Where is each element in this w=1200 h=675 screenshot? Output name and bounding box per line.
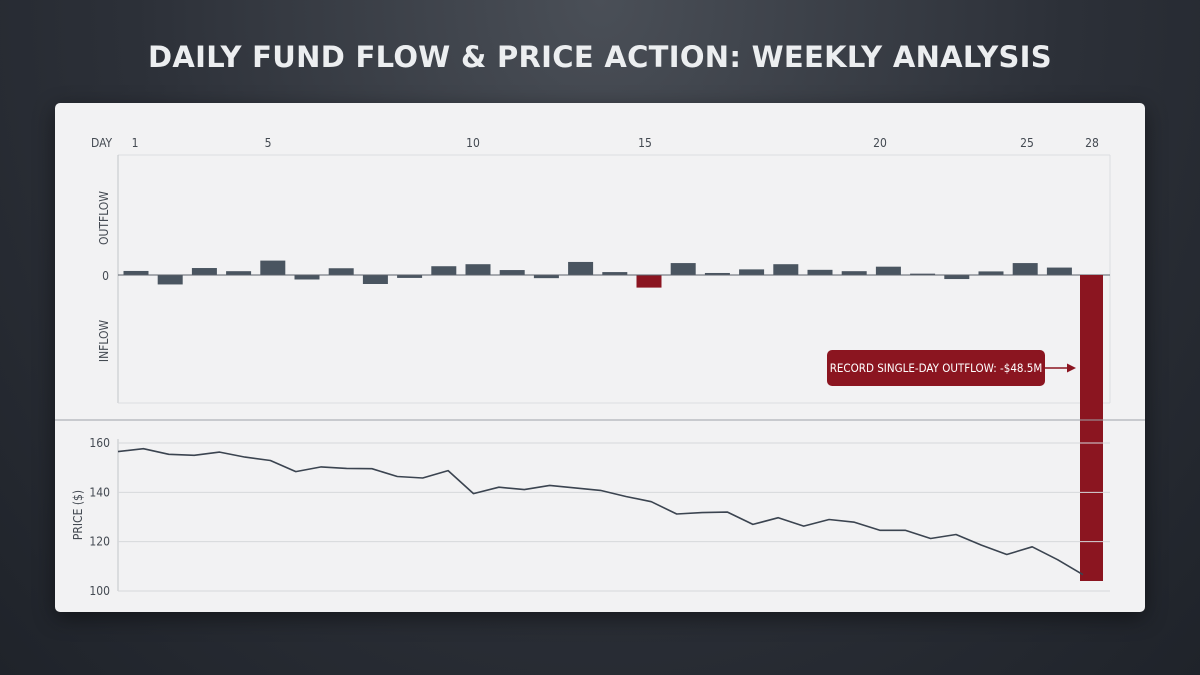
flow-bar <box>1012 263 1038 275</box>
day-tick-label: 5 <box>265 136 272 150</box>
flow-bar <box>431 266 457 275</box>
price-tick-label: 100 <box>89 584 110 598</box>
callout-arrow-head <box>1067 363 1076 373</box>
flow-bar <box>260 260 286 275</box>
price-axis-label: PRICE ($) <box>71 490 85 540</box>
flow-bar <box>465 264 491 275</box>
record-outflow-bar <box>1080 275 1103 581</box>
chart-card: DAY 1 5 10 15 20 25 28 0 OUTFLOW INFLOW RECORD SING… <box>55 103 1145 612</box>
flow-bar <box>670 263 696 275</box>
flow-bar <box>123 270 149 275</box>
flow-bar <box>191 268 217 275</box>
record-outflow-callout <box>827 350 1045 386</box>
day-tick-label: 28 <box>1085 136 1099 150</box>
flow-bar <box>499 270 525 275</box>
flow-bar <box>739 269 765 275</box>
flow-bar <box>875 266 901 275</box>
price-tick-label: 140 <box>89 485 110 499</box>
flow-bar <box>362 275 388 284</box>
flow-bar <box>807 269 833 275</box>
flow-bar <box>636 275 662 288</box>
flow-zero-label: 0 <box>102 269 109 283</box>
flow-bar <box>602 272 628 275</box>
flow-bar <box>294 275 320 280</box>
day-axis-label: DAY <box>91 136 113 150</box>
flow-bar <box>226 271 252 275</box>
flow-outflow-label: OUTFLOW <box>97 191 111 245</box>
day-tick-label: 1 <box>132 136 139 150</box>
flow-bar <box>841 271 867 275</box>
flow-bar <box>568 261 594 275</box>
price-tick-label: 120 <box>89 535 110 549</box>
price-tick-label: 160 <box>89 436 110 450</box>
flow-bar <box>328 268 354 275</box>
flow-bar <box>704 272 730 275</box>
chart-title: DAILY FUND FLOW & PRICE ACTION: WEEKLY A… <box>148 40 1052 74</box>
flow-bar <box>157 275 183 285</box>
flow-bar <box>773 264 799 275</box>
flow-bar <box>1046 267 1072 275</box>
flow-bar <box>978 271 1004 275</box>
flow-inflow-label: INFLOW <box>97 320 111 363</box>
record-outflow-callout-text: RECORD SINGLE-DAY OUTFLOW: -$48.5M <box>830 361 1043 375</box>
flow-bar <box>397 275 423 278</box>
day-tick-label: 20 <box>873 136 887 150</box>
flow-bar <box>944 275 970 280</box>
day-tick-label: 10 <box>466 136 480 150</box>
day-tick-label: 15 <box>638 136 652 150</box>
flow-bar <box>533 275 559 279</box>
flow-bar <box>910 273 936 275</box>
price-line <box>117 447 1084 576</box>
day-tick-label: 25 <box>1020 136 1034 150</box>
